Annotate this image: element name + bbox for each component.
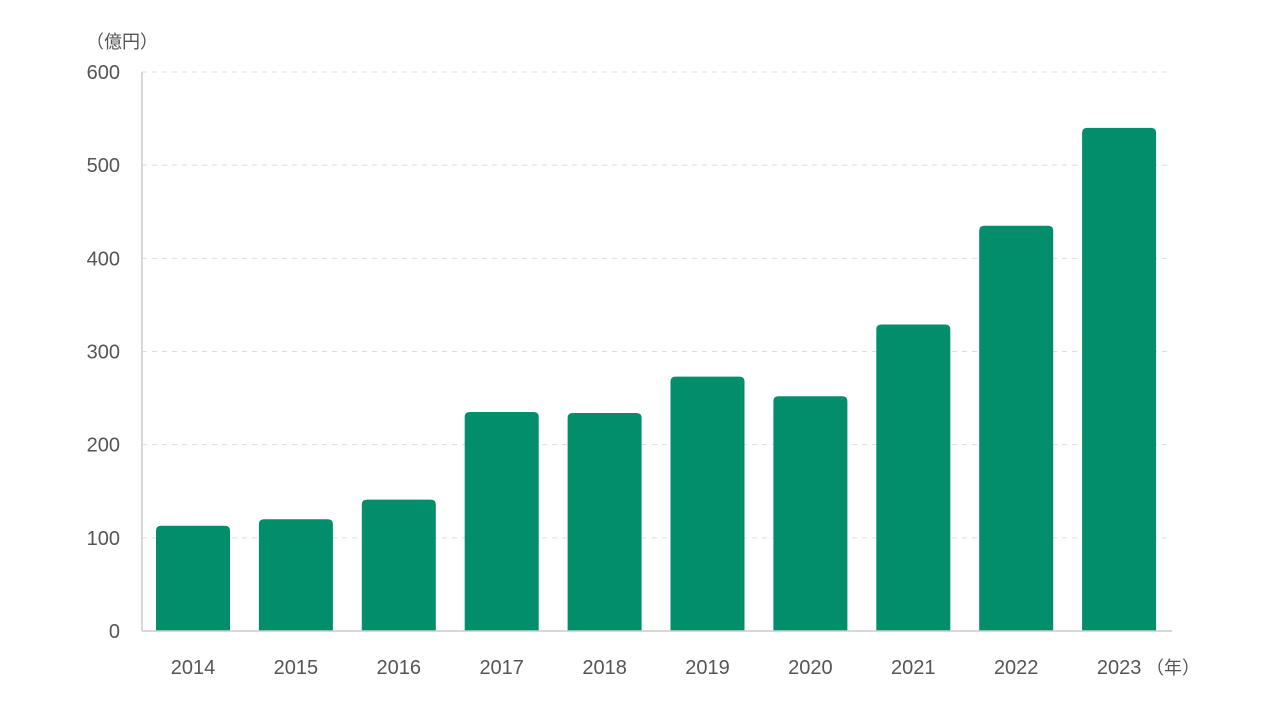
y-tick-label: 500 — [87, 155, 120, 177]
bar-2015 — [258, 519, 333, 631]
y-tick-label: 600 — [87, 62, 120, 84]
y-tick-label: 0 — [109, 621, 120, 643]
bar-2018 — [567, 412, 642, 631]
y-axis-unit-label: （億円） — [86, 32, 158, 53]
x-axis-unit-label: （年） — [1146, 658, 1200, 679]
bar-2017 — [464, 412, 539, 631]
bar-2020 — [773, 396, 848, 631]
x-tick-label: 2015 — [274, 657, 319, 679]
x-tick-label: 2021 — [891, 657, 936, 679]
bar-2016 — [361, 499, 436, 631]
x-tick-label: 2014 — [171, 657, 216, 679]
y-tick-label: 400 — [87, 248, 120, 270]
x-tick-label: 2020 — [788, 657, 833, 679]
bar-2014 — [156, 525, 230, 631]
x-tick-label: 2016 — [377, 657, 422, 679]
bar-2022 — [979, 225, 1054, 631]
x-tick-label: 2019 — [685, 657, 730, 679]
bar-2023 — [1082, 127, 1157, 632]
y-tick-label: 300 — [87, 342, 120, 364]
x-tick-label: 2018 — [582, 657, 627, 679]
bars — [156, 127, 1157, 632]
bar-2019 — [670, 376, 745, 631]
x-tick-label: 2022 — [994, 657, 1039, 679]
grid-lines — [142, 71, 1172, 539]
bar-2021 — [876, 324, 951, 631]
y-tick-label: 200 — [87, 435, 120, 457]
y-tick-labels: 0 100 200 300 400 500 600 — [87, 62, 120, 643]
x-tick-labels: 2014 2015 2016 2017 2018 2019 2020 2021 2022 2023 — [171, 657, 1142, 679]
y-tick-label: 100 — [87, 528, 120, 550]
x-tick-label: 2017 — [479, 657, 524, 679]
x-tick-label: 2023 — [1097, 657, 1142, 679]
